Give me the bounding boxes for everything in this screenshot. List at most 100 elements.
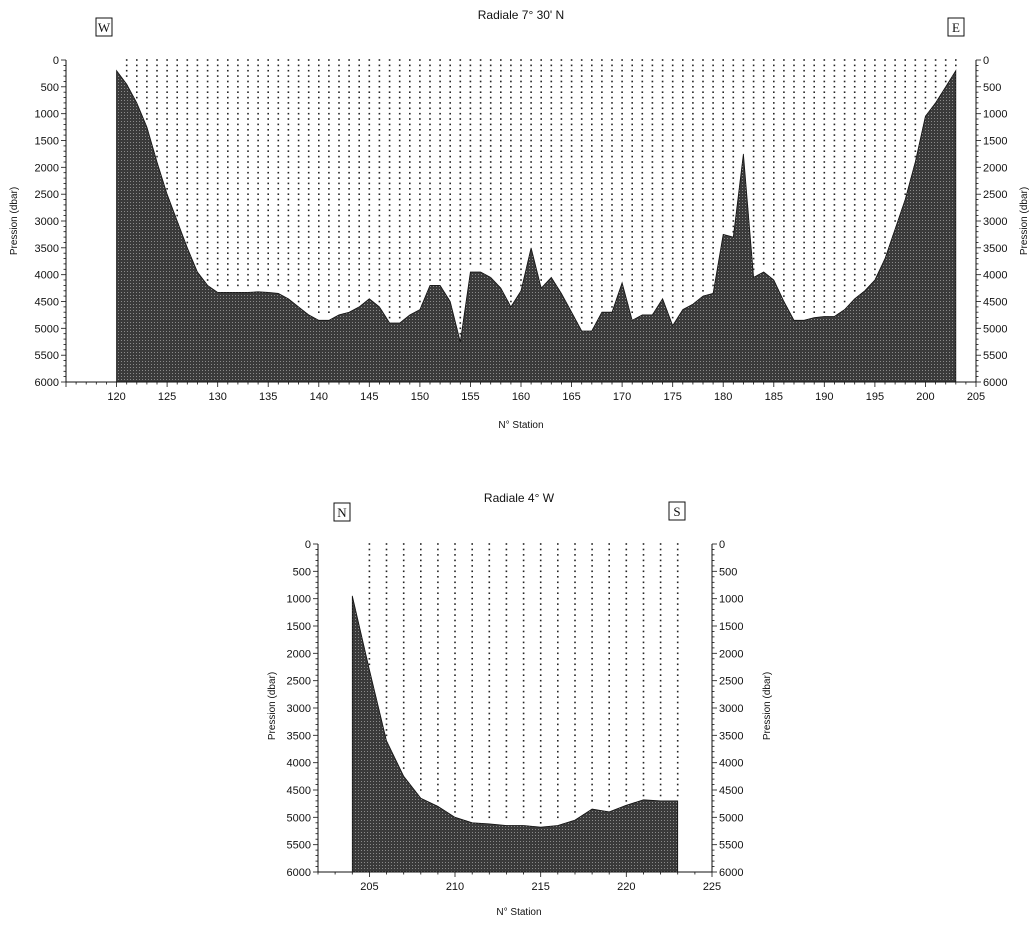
sample-point [420, 696, 422, 698]
sample-column [833, 59, 836, 313]
sample-point [297, 150, 300, 152]
sample-point [608, 805, 610, 808]
sample-point [206, 80, 209, 83]
sample-point [813, 220, 815, 222]
sample-point [522, 576, 525, 578]
sample-point [702, 134, 704, 136]
sample-point [368, 565, 371, 567]
sample-point [488, 630, 491, 633]
sample-point [904, 193, 906, 195]
sample-column [621, 59, 623, 276]
sample-point [429, 64, 431, 67]
sample-point [378, 273, 381, 276]
sample-point [247, 284, 249, 287]
sample-column [601, 59, 603, 308]
sample-point [833, 214, 836, 217]
sample-point [247, 209, 249, 212]
sample-point [732, 118, 735, 120]
sample-point [257, 139, 259, 142]
sample-point [479, 150, 482, 152]
sample-point [661, 220, 664, 222]
sample-point [237, 145, 239, 147]
sample-point [318, 188, 320, 190]
sample-point [206, 257, 209, 260]
sample-point [560, 86, 563, 88]
sample-point [471, 761, 473, 764]
sample-point [894, 118, 896, 120]
sample-point [793, 230, 795, 233]
sample-point [409, 300, 411, 303]
sample-point [471, 701, 473, 704]
sample-point [762, 123, 765, 126]
sample-point [651, 123, 654, 126]
sample-point [488, 559, 491, 562]
sample-point [642, 570, 645, 573]
sample-point [570, 241, 573, 244]
sample-point [570, 102, 573, 104]
sample-point [489, 209, 492, 212]
sample-point [437, 729, 439, 731]
sample-point [591, 576, 593, 578]
sample-point [510, 107, 512, 110]
sample-point [378, 150, 381, 152]
sample-point [277, 252, 280, 254]
sample-point [227, 80, 229, 83]
sample-point [385, 608, 388, 611]
sample-point [783, 284, 785, 287]
sample-point [398, 182, 401, 185]
sample-point [783, 86, 785, 88]
sample-point [557, 712, 559, 715]
sample-point [591, 161, 593, 163]
sample-point [611, 225, 613, 228]
sample-point [449, 69, 451, 72]
sample-point [318, 102, 320, 104]
sample-point [692, 177, 694, 179]
sample-point [388, 59, 391, 61]
sample-point [651, 118, 654, 120]
sample-point [307, 236, 310, 238]
sample-point [762, 59, 765, 61]
sample-point [560, 247, 563, 249]
sample-point [510, 273, 512, 276]
sample-point [550, 236, 553, 238]
sample-point [297, 279, 300, 281]
sample-point [580, 279, 583, 281]
sample-point [874, 252, 876, 254]
sample-point [398, 306, 401, 308]
sample-point [924, 69, 927, 72]
sample-point [853, 123, 856, 126]
sample-point [625, 701, 628, 704]
sample-point [560, 64, 563, 67]
sample-point [884, 241, 886, 244]
sample-point [843, 230, 846, 233]
sample-point [712, 268, 714, 271]
sample-point [186, 188, 189, 190]
sample-point [682, 257, 684, 260]
sample-point [833, 96, 836, 99]
sample-point [884, 155, 886, 158]
sample-point [368, 597, 371, 600]
sample-point [864, 209, 866, 212]
sample-point [722, 134, 724, 136]
sample-point [773, 91, 775, 93]
sample-point [439, 247, 441, 249]
sample-point [550, 139, 553, 142]
sample-point [437, 789, 439, 791]
sample-point [914, 139, 917, 142]
sample-point [557, 772, 559, 775]
sample-point [601, 107, 603, 110]
sample-point [398, 204, 401, 206]
sample-column [125, 59, 128, 77]
sample-point [601, 96, 603, 99]
sample-point [591, 86, 593, 88]
sample-point [469, 182, 472, 185]
sample-point [196, 263, 199, 265]
sample-point [287, 80, 290, 83]
sample-point [574, 630, 576, 633]
sample-point [702, 177, 704, 179]
sample-point [307, 273, 310, 276]
sample-point [539, 690, 542, 693]
sample-point [611, 112, 613, 115]
sample-point [580, 59, 583, 61]
sample-point [661, 96, 664, 99]
